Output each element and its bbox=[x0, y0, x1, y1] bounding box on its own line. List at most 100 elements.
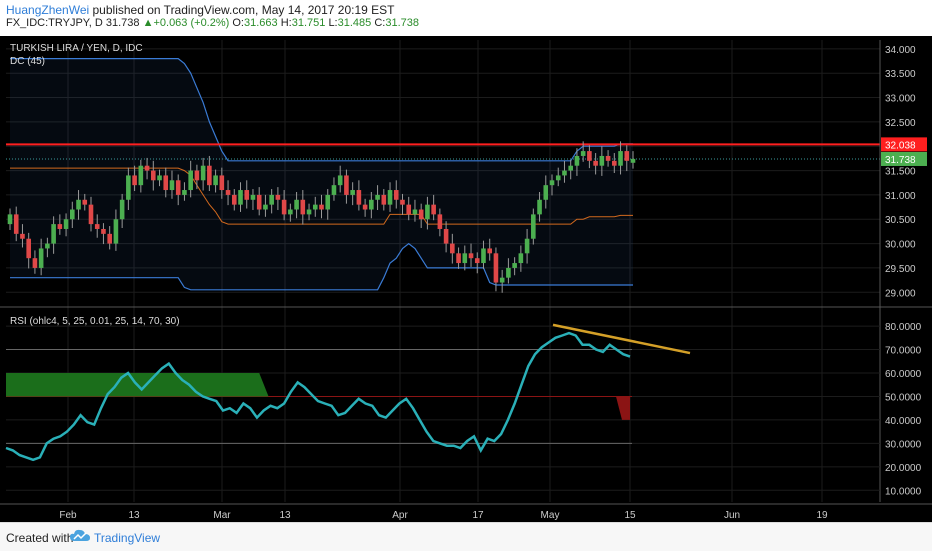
price-label-text: 31.738 bbox=[885, 155, 916, 166]
candle-down bbox=[406, 204, 412, 215]
time-tick-label: 19 bbox=[816, 510, 828, 521]
candle-up bbox=[238, 190, 243, 205]
price-tick-label: 30.500 bbox=[885, 215, 916, 226]
price-label-box bbox=[881, 137, 927, 152]
donchian-upper-line bbox=[10, 58, 633, 162]
candle-up bbox=[200, 165, 206, 181]
rsi-pane-title: RSI (ohlc4, 5, 25, 0.01, 25, 14, 70, 30) bbox=[10, 316, 180, 327]
candle-down bbox=[437, 214, 443, 229]
candle-up bbox=[599, 155, 605, 166]
candle-down bbox=[231, 194, 237, 205]
donchian-label: DC (45) bbox=[10, 56, 45, 67]
donchian-channel-fill bbox=[10, 58, 633, 290]
price-tick-label: 34.000 bbox=[885, 45, 916, 56]
price-tick-label: 33.000 bbox=[885, 94, 916, 105]
candle-up bbox=[543, 185, 549, 200]
rsi-trendline bbox=[552, 323, 691, 355]
candle-down bbox=[281, 199, 287, 215]
donchian-fill bbox=[10, 58, 633, 290]
candle-up bbox=[51, 224, 56, 244]
candle-up bbox=[113, 219, 119, 244]
candle-up bbox=[549, 180, 555, 186]
rsi-line bbox=[5, 331, 631, 462]
rsi-axis: 10.0000 20.0000 30.0000 40.0000 50.0000 60.00… bbox=[885, 322, 922, 497]
candle-up bbox=[555, 175, 561, 181]
candle-up bbox=[512, 263, 517, 268]
price-pane-title: TURKISH LIRA / YEN, D, IDC bbox=[10, 43, 143, 54]
donchian-lines bbox=[6, 58, 880, 291]
candle-up bbox=[325, 194, 331, 210]
symbol: FX_IDC:TRYJPY, D bbox=[6, 17, 103, 29]
rsi-tick-label: 30.0000 bbox=[885, 439, 922, 450]
price-tick-label: 29.000 bbox=[885, 288, 916, 299]
candle-down bbox=[219, 175, 225, 191]
high-label: H: bbox=[280, 17, 292, 29]
rsi-tick-label: 70.0000 bbox=[885, 346, 922, 357]
price-tick-label: 33.500 bbox=[885, 69, 916, 80]
candle-up bbox=[337, 175, 343, 186]
publish-info: HuangZhenWei published on TradingView.co… bbox=[6, 3, 394, 17]
time-tick-label: 13 bbox=[128, 510, 140, 521]
low-value: 31.485 bbox=[337, 17, 372, 29]
price-tick-label: 31.500 bbox=[885, 167, 916, 178]
published-text: published on TradingView.com, May 14, 20… bbox=[89, 3, 395, 17]
candle-down bbox=[20, 233, 25, 239]
candle-down bbox=[150, 170, 156, 181]
time-tick-label: Mar bbox=[213, 510, 231, 521]
candle-down bbox=[474, 258, 480, 264]
symbol-info: FX_IDC:TRYJPY, D 31.738 ▲+0.063 (+0.2%) … bbox=[6, 17, 419, 29]
candle-down bbox=[612, 160, 617, 166]
candle-down bbox=[443, 228, 449, 244]
candle-up bbox=[331, 185, 337, 195]
time-axis[interactable]: Feb 13 Mar 13 Apr 17 May 15 Jun 19 bbox=[59, 510, 828, 521]
candle-up bbox=[481, 248, 486, 264]
candle-down bbox=[88, 204, 94, 225]
candle-up bbox=[182, 190, 187, 195]
candle-down bbox=[493, 253, 499, 283]
candle-down bbox=[319, 204, 324, 210]
candle-up bbox=[45, 243, 50, 249]
candle-up bbox=[562, 170, 567, 176]
price-tick-label: 31.000 bbox=[885, 191, 916, 202]
open-value: 31.663 bbox=[244, 17, 278, 29]
candle-down bbox=[32, 258, 38, 268]
close-label: C: bbox=[374, 17, 386, 29]
candle-down bbox=[418, 209, 424, 220]
candle-up bbox=[250, 194, 256, 200]
time-tick-label: Apr bbox=[392, 510, 408, 521]
candle-down bbox=[57, 224, 63, 229]
tradingview-link[interactable]: TradingView bbox=[94, 531, 161, 545]
candle-down bbox=[587, 151, 592, 161]
candle-up bbox=[312, 204, 318, 210]
candle-up bbox=[70, 209, 75, 220]
footer: Created with TradingView bbox=[0, 522, 932, 551]
candle-down bbox=[393, 190, 399, 200]
candle-down bbox=[194, 170, 200, 181]
candle-up bbox=[375, 194, 380, 200]
candle-down bbox=[244, 190, 250, 200]
candle-up bbox=[499, 277, 505, 283]
chart-canvas[interactable]: 29.000 29.500 30.000 30.500 31.000 31.500 32.0… bbox=[0, 36, 932, 522]
price-tick-label: 32.500 bbox=[885, 118, 916, 129]
last-price: 31.738 bbox=[105, 17, 140, 29]
price-tick-label: 30.000 bbox=[885, 240, 916, 251]
candle-up bbox=[288, 209, 293, 215]
candle-down bbox=[82, 199, 88, 205]
candle-up bbox=[462, 253, 468, 264]
close-value: 31.738 bbox=[385, 17, 419, 29]
candle-up bbox=[618, 151, 623, 166]
candle-up bbox=[188, 170, 193, 191]
candle-up bbox=[269, 194, 274, 205]
candle-up bbox=[294, 199, 299, 210]
candle-down bbox=[400, 199, 405, 205]
candle-up bbox=[518, 253, 524, 264]
candle-up bbox=[263, 204, 268, 210]
author-link[interactable]: HuangZhenWei bbox=[6, 3, 90, 17]
candle-up bbox=[425, 204, 430, 220]
candle-up bbox=[524, 238, 530, 254]
rsi-tick-label: 80.0000 bbox=[885, 322, 922, 333]
candle-up bbox=[76, 199, 81, 210]
low-label: L: bbox=[328, 17, 338, 29]
candle-down bbox=[356, 190, 362, 205]
candle-up bbox=[369, 199, 374, 210]
